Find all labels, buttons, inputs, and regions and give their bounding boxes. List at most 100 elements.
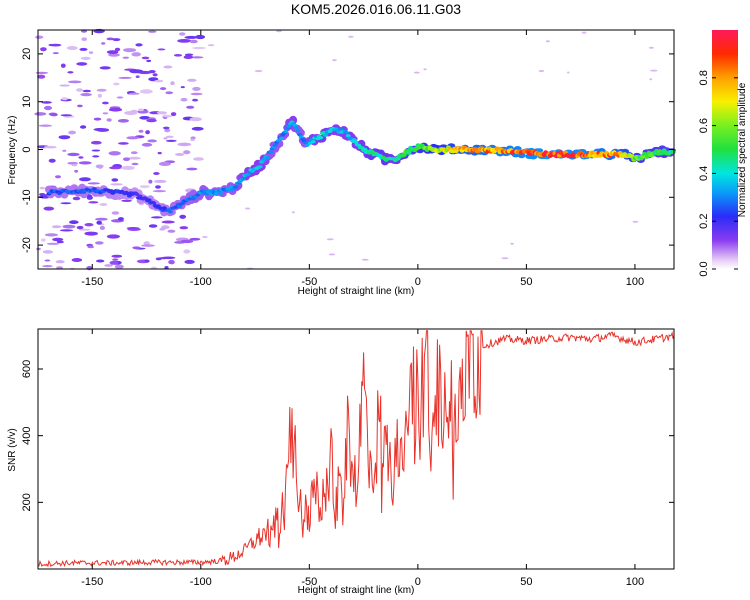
noise-blob (183, 55, 193, 59)
noise-blob (165, 135, 174, 138)
noise-blob (152, 190, 167, 193)
colorbar-ticks: 0.0 0.2 0.4 0.6 0.8 (698, 70, 738, 277)
noise-blob (147, 139, 157, 143)
noise-blob (76, 62, 88, 66)
noise-blob (139, 185, 150, 189)
noise-blob (111, 178, 119, 182)
ridge-point (91, 187, 97, 191)
noise-blob (74, 169, 79, 173)
noise-blob (90, 140, 102, 145)
noise-blob (168, 259, 175, 265)
noise-blob (95, 164, 104, 169)
ridge-point (318, 136, 324, 140)
noise-blob (160, 87, 167, 91)
noise-blob (39, 186, 45, 190)
x-tick-label: 100 (626, 276, 644, 288)
noise-blob (76, 225, 84, 230)
noise-blob (96, 128, 110, 132)
noise-blob (95, 217, 108, 221)
noise-blob (165, 91, 174, 95)
spectrogram-frame (37, 29, 675, 270)
noise-blob (68, 80, 82, 84)
noise-blob (127, 156, 141, 160)
noise-blob (130, 151, 138, 155)
noise-blob (184, 53, 194, 56)
noise-blob (92, 155, 100, 158)
noise-blob (154, 79, 164, 83)
noise-blob (567, 71, 570, 74)
noise-blob (61, 97, 68, 101)
noise-blob (123, 157, 130, 161)
noise-blob (413, 71, 420, 74)
noise-blob (40, 47, 47, 52)
noise-blob (153, 179, 167, 183)
ridge-point (265, 156, 271, 160)
noise-blob (56, 266, 63, 270)
noise-blob (62, 224, 76, 229)
noise-blob (148, 179, 153, 184)
ridge-point (322, 133, 328, 137)
colorbar: 0.0 0.2 0.4 0.6 0.8 Normalized spectral ampl… (698, 30, 748, 277)
noise-blob (157, 151, 162, 155)
noise-blob (167, 229, 176, 233)
noise-blob (69, 220, 79, 225)
x-tick-label: -50 (301, 276, 317, 288)
ridge-point (146, 198, 152, 202)
noise-blob (43, 145, 57, 149)
spectrogram-y-label: Frequency (Hz) (7, 116, 18, 185)
noise-blob (109, 166, 122, 170)
noise-blob (135, 75, 140, 78)
noise-blob (332, 59, 337, 62)
spectrogram-ridge (44, 115, 676, 217)
ridge-point (213, 191, 219, 196)
noise-blob (501, 257, 509, 260)
noise-blob (170, 112, 177, 117)
noise-blob (46, 242, 60, 245)
noise-blob (158, 161, 171, 166)
ridge-point (275, 139, 281, 143)
noise-blob (78, 156, 84, 159)
noise-blob (177, 142, 192, 147)
noise-blob (361, 258, 369, 261)
noise-blob (144, 259, 150, 263)
noise-blob (106, 37, 115, 41)
noise-blob (93, 117, 102, 121)
noise-blob (106, 50, 119, 54)
ridge-point (670, 149, 676, 155)
noise-blob (99, 225, 105, 230)
colorbar-tick-label: 0.8 (698, 70, 710, 85)
noise-blob (38, 124, 53, 127)
noise-blob (41, 101, 52, 104)
noise-blob (138, 108, 144, 112)
noise-blob (184, 259, 195, 264)
noise-blob (161, 225, 170, 230)
noise-blob (180, 97, 188, 102)
noise-blob (139, 89, 153, 94)
spectrogram-x-label: Height of straight line (km) (298, 286, 415, 297)
noise-blob (170, 81, 175, 86)
noise-blob (59, 229, 74, 232)
noise-blob (55, 260, 65, 264)
noise-blob (76, 88, 83, 92)
noise-blob (108, 151, 121, 156)
noise-blob (67, 71, 74, 74)
noise-blob (183, 249, 191, 254)
noise-blob (143, 241, 150, 246)
noise-blob (42, 250, 54, 254)
noise-blob (113, 82, 120, 86)
noise-blob (66, 46, 78, 50)
noise-blob (139, 116, 151, 120)
noise-blob (91, 149, 101, 152)
noise-blob (87, 182, 101, 185)
noise-blob (175, 153, 185, 156)
y-tick-label: 0 (21, 146, 33, 152)
snr-line (37, 330, 675, 568)
noise-blob (165, 139, 177, 142)
noise-blob (155, 257, 169, 260)
noise-blob (141, 56, 150, 60)
snr-panel: -150 -100 -50 0 50 100 200 400 600 Height of st… (7, 328, 675, 596)
x-tick-label: -150 (81, 276, 103, 288)
noise-blob (60, 114, 73, 117)
noise-blob (99, 203, 108, 206)
noise-blob (109, 260, 119, 265)
